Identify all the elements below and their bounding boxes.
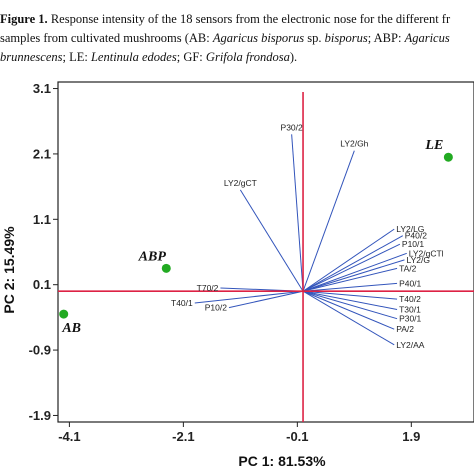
caption-text-2c: ; ABP: — [367, 31, 405, 45]
y-tick-label: 0.1 — [33, 277, 51, 292]
sample-label: AB — [61, 321, 81, 336]
caption-line-2: samples from cultivated mushrooms (AB: A… — [0, 29, 474, 48]
y-tick-label: -0.9 — [29, 343, 51, 358]
caption-species-gf: Grifola frondosa — [205, 50, 290, 64]
caption-species-brunnescens: brunnescens — [0, 50, 63, 64]
caption-text-3d: ). — [289, 50, 298, 64]
y-tick-label: 2.1 — [33, 146, 51, 161]
sample-label: LE — [424, 138, 443, 153]
loading-vector — [302, 150, 355, 292]
plot-frame — [57, 81, 474, 423]
caption-text-1: Response intensity of the 18 sensors fro… — [47, 12, 451, 26]
loading-vector — [239, 189, 304, 292]
x-tick-label: 1.9 — [402, 429, 420, 444]
loading-vector — [302, 290, 398, 300]
x-tick-label: -2.1 — [172, 429, 194, 444]
loading-label: T40/2 — [399, 294, 421, 304]
caption-text-3c: ; GF: — [176, 50, 206, 64]
loading-label: LY2/gCTl — [409, 248, 444, 258]
loading-vector — [302, 235, 404, 292]
sample-points: AB ABP LE — [59, 138, 453, 336]
axis-ticks: -4.1 -2.1 -0.1 1.9 3.1 2.1 1.1 0.1 -0.9 -1.9 — [29, 81, 421, 444]
loading-vector — [302, 259, 405, 292]
y-tick-label: 3.1 — [33, 81, 51, 96]
loading-label: LY2/G — [406, 255, 429, 265]
loading-labels: P30/2 LY2/Gh LY2/gCT LY2/LGP40/2P10/1LY2/gC… — [171, 122, 444, 350]
loading-label: P10/1 — [402, 239, 424, 249]
caption-line-1: Figure 1. Response intensity of the 18 s… — [0, 10, 474, 29]
caption-text-2a: samples from cultivated mushrooms (AB: — [0, 31, 213, 45]
x-axis-label: PC 1: 81.53% — [238, 453, 326, 469]
loading-vector — [291, 134, 304, 292]
loading-label: P40/2 — [405, 231, 427, 241]
caption-label: Figure 1. — [0, 12, 48, 26]
loading-vector — [302, 243, 401, 292]
loading-vector — [302, 290, 395, 330]
caption-text-2b: sp. — [304, 31, 325, 45]
loading-vector — [228, 290, 304, 309]
sample-point — [161, 263, 171, 273]
loading-label: TA/2 — [399, 263, 417, 273]
loading-label: PA/2 — [396, 324, 414, 334]
loading-vector — [302, 228, 395, 292]
loading-label: T40/1 — [171, 298, 193, 308]
y-tick-label: -1.9 — [29, 408, 51, 423]
caption-text-3b: ; LE: — [62, 50, 91, 64]
sample-point — [59, 309, 69, 319]
caption-species-agaricus: Agaricus — [404, 31, 450, 45]
y-axis-label: PC 2: 15.49% — [1, 226, 17, 314]
loading-label: T70/2 — [197, 283, 219, 293]
loading-vector — [302, 282, 398, 292]
x-tick-label: -0.1 — [286, 429, 308, 444]
sample-point — [443, 152, 453, 162]
loading-label: LY2/gCT — [224, 178, 257, 188]
caption-species-le: Lentinula edodes — [90, 50, 177, 64]
loading-label: LY2/Gh — [340, 139, 368, 149]
loading-vector — [302, 290, 398, 320]
loading-vector — [302, 267, 398, 292]
caption-species-ab: Agaricus bisporus — [212, 31, 305, 45]
caption-line-3: brunnescens; LE: Lentinula edodes; GF: G… — [0, 48, 474, 67]
sample-label: ABP — [138, 249, 167, 264]
loading-label: P10/2 — [205, 303, 227, 313]
loading-label: LY2/LG — [396, 224, 424, 234]
loading-vector — [302, 290, 398, 311]
y-tick-label: 1.1 — [33, 212, 51, 227]
loading-label: LY2/AA — [396, 340, 425, 350]
loading-label: P30/2 — [281, 122, 303, 132]
loading-label: T30/1 — [399, 305, 421, 315]
figure-caption: Figure 1. Response intensity of the 18 s… — [0, 10, 474, 67]
x-tick-label: -4.1 — [58, 429, 80, 444]
loading-label: P30/1 — [399, 314, 421, 324]
loading-vector — [302, 290, 395, 346]
loading-vector — [194, 290, 304, 304]
loading-label: P40/1 — [399, 278, 421, 288]
loading-vectors — [194, 134, 407, 346]
origin-axes — [58, 92, 474, 422]
loading-vector — [302, 252, 407, 292]
caption-species-bisporus: bisporus — [324, 31, 368, 45]
